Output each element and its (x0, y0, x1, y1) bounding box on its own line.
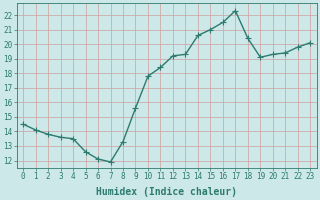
X-axis label: Humidex (Indice chaleur): Humidex (Indice chaleur) (96, 186, 237, 197)
